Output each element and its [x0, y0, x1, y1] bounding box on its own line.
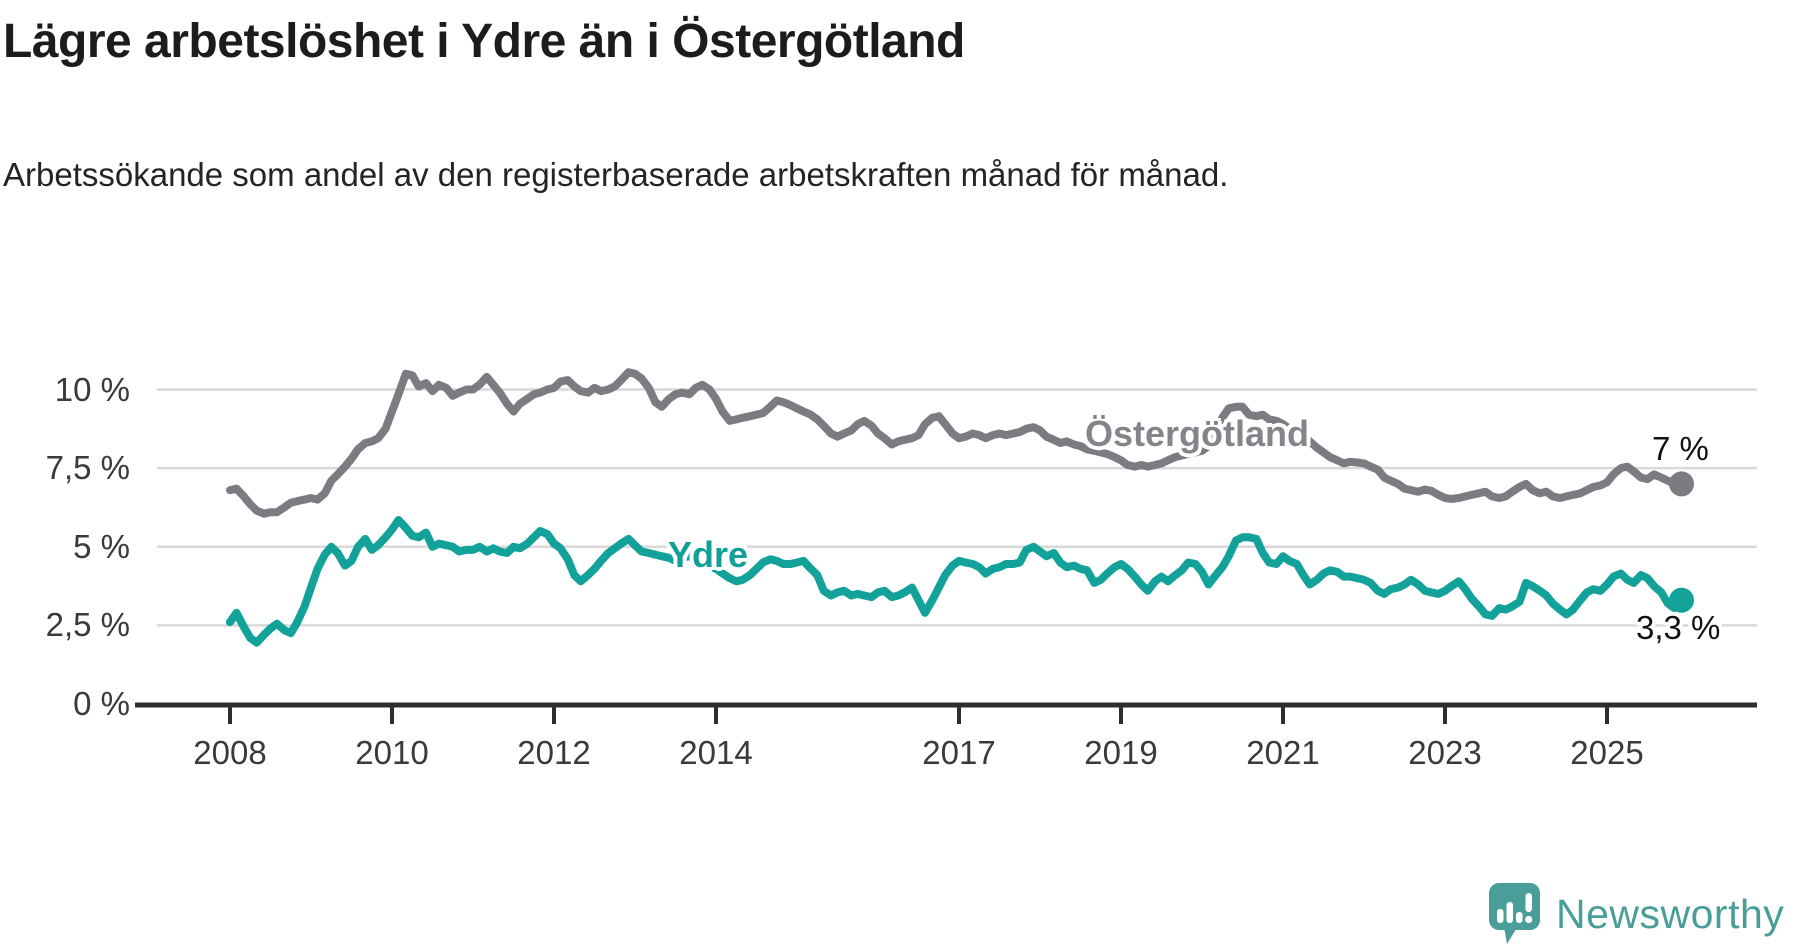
x-axis-tick-label: 2014 [679, 734, 753, 771]
y-axis-tick-label: 0 % [73, 685, 130, 722]
newsworthy-logo-icon [1488, 882, 1541, 946]
y-axis-tick-label: 2,5 % [45, 606, 130, 644]
series-label-ydre: Ydre [668, 534, 749, 575]
x-axis-tick-label: 2021 [1246, 734, 1320, 771]
y-axis-tick-label: 7,5 % [45, 449, 130, 487]
end-value-label-ostergotland: 7 % [1652, 430, 1709, 467]
newsworthy-logo-link[interactable]: Newsworthy [1488, 882, 1784, 946]
chart-subtitle: Arbetssökande som andel av den registerb… [3, 156, 1229, 193]
x-axis-tick-label: 2019 [1084, 734, 1158, 771]
x-axis-tick-label: 2012 [517, 734, 591, 771]
x-axis-tick-label: 2010 [355, 734, 429, 771]
x-axis-tick-label: 2025 [1570, 734, 1644, 771]
x-axis-tick-label: 2017 [922, 734, 996, 771]
x-axis-tick-label: 2023 [1408, 734, 1482, 771]
series-label-ostergotland: Östergötland [1084, 413, 1309, 454]
y-axis-tick-label: 10 % [54, 370, 130, 408]
page-title: Lägre arbetslöshet i Ydre än i Östergötl… [3, 15, 965, 68]
newsworthy-logo-text: Newsworthy [1556, 890, 1785, 937]
x-axis-tick-label: 2008 [193, 734, 267, 771]
end-value-label-ydre: 3,3 % [1636, 609, 1721, 646]
y-axis-tick-label: 5 % [73, 527, 130, 565]
